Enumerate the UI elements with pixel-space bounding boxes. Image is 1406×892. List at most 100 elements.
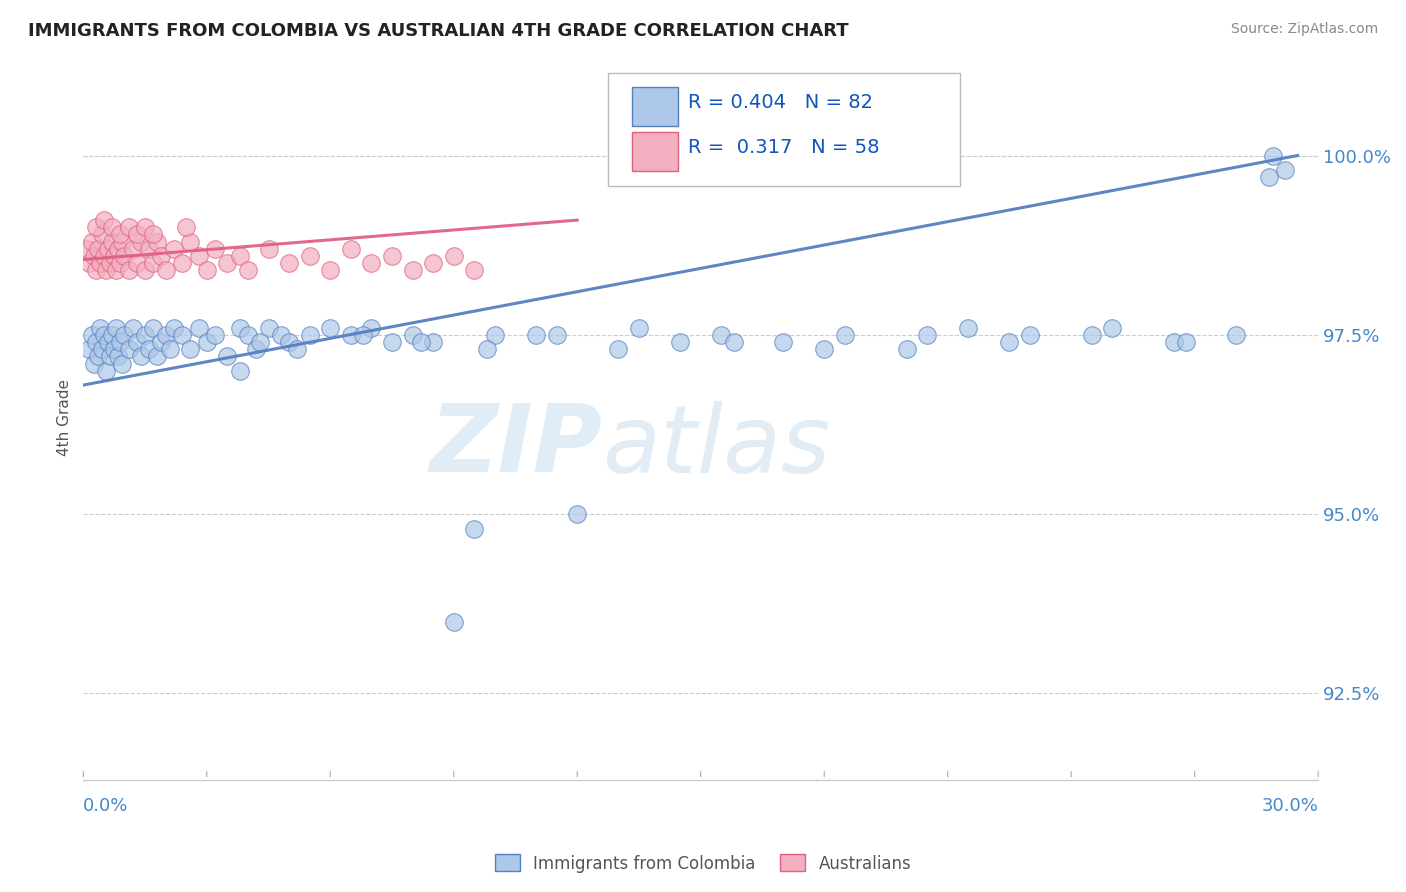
Point <box>710 327 733 342</box>
Point <box>669 334 692 349</box>
Point <box>834 327 856 342</box>
Point <box>1175 334 1198 349</box>
Point <box>80 327 103 342</box>
Point <box>83 249 105 263</box>
Point <box>94 263 117 277</box>
Point <box>422 334 444 349</box>
Point <box>409 334 432 349</box>
Point <box>98 350 121 364</box>
Point <box>174 220 197 235</box>
Point <box>957 320 980 334</box>
Point <box>340 327 363 342</box>
Point <box>83 357 105 371</box>
Point <box>319 320 342 334</box>
Point <box>195 334 218 349</box>
Point <box>107 350 129 364</box>
Point <box>98 256 121 270</box>
Point <box>110 256 132 270</box>
Point <box>172 327 194 342</box>
Point <box>298 249 321 263</box>
Point <box>463 263 485 277</box>
Point <box>93 327 115 342</box>
Point <box>401 263 423 277</box>
Point <box>340 242 363 256</box>
Point <box>146 350 169 364</box>
Point <box>278 334 301 349</box>
Point <box>138 242 160 256</box>
Point <box>134 220 156 235</box>
Point <box>107 242 129 256</box>
Point <box>567 507 589 521</box>
Point <box>217 256 239 270</box>
Point <box>1225 327 1247 342</box>
Point <box>172 256 194 270</box>
Point <box>103 249 125 263</box>
Point <box>138 342 160 356</box>
Point <box>121 242 143 256</box>
Point <box>117 263 139 277</box>
Point <box>90 342 112 356</box>
FancyBboxPatch shape <box>631 87 679 126</box>
Point <box>245 342 267 356</box>
Text: 30.0%: 30.0% <box>1261 797 1319 815</box>
Point <box>381 334 404 349</box>
Point <box>97 334 120 349</box>
Point <box>155 327 177 342</box>
Point <box>915 327 938 342</box>
Point <box>79 256 101 270</box>
Point <box>76 242 98 256</box>
Point <box>105 320 128 334</box>
Point <box>1163 334 1185 349</box>
Point <box>360 256 382 270</box>
Point <box>117 342 139 356</box>
Point <box>401 327 423 342</box>
Point <box>125 334 148 349</box>
Point <box>204 327 226 342</box>
FancyBboxPatch shape <box>609 73 960 186</box>
Point <box>627 320 650 334</box>
Point <box>134 327 156 342</box>
Point <box>187 320 209 334</box>
Point <box>93 213 115 227</box>
Y-axis label: 4th Grade: 4th Grade <box>58 379 72 456</box>
Point <box>813 342 835 356</box>
Point <box>146 235 169 249</box>
Point <box>163 320 186 334</box>
Point <box>103 342 125 356</box>
Point <box>89 320 111 334</box>
Text: 0.0%: 0.0% <box>83 797 129 815</box>
Point <box>101 327 124 342</box>
Point <box>121 320 143 334</box>
Point <box>134 263 156 277</box>
Point <box>1101 320 1123 334</box>
Point <box>475 342 498 356</box>
Point <box>607 342 630 356</box>
Point <box>896 342 918 356</box>
Point <box>278 256 301 270</box>
Point <box>1019 327 1042 342</box>
Point <box>155 263 177 277</box>
Point <box>105 263 128 277</box>
Point <box>1261 148 1284 162</box>
Point <box>117 220 139 235</box>
Point <box>150 334 173 349</box>
Point <box>110 334 132 349</box>
Text: R = 0.404   N = 82: R = 0.404 N = 82 <box>689 93 873 112</box>
Point <box>484 327 506 342</box>
Point <box>150 249 173 263</box>
Point <box>93 249 115 263</box>
Point <box>179 235 201 249</box>
Point <box>101 235 124 249</box>
Point <box>142 320 165 334</box>
FancyBboxPatch shape <box>631 131 679 170</box>
Point <box>90 227 112 242</box>
Point <box>228 249 250 263</box>
Point <box>179 342 201 356</box>
Point <box>163 242 186 256</box>
Point <box>111 357 134 371</box>
Point <box>319 263 342 277</box>
Point <box>142 256 165 270</box>
Point <box>114 249 136 263</box>
Legend: Immigrants from Colombia, Australians: Immigrants from Colombia, Australians <box>488 847 918 880</box>
Point <box>195 263 218 277</box>
